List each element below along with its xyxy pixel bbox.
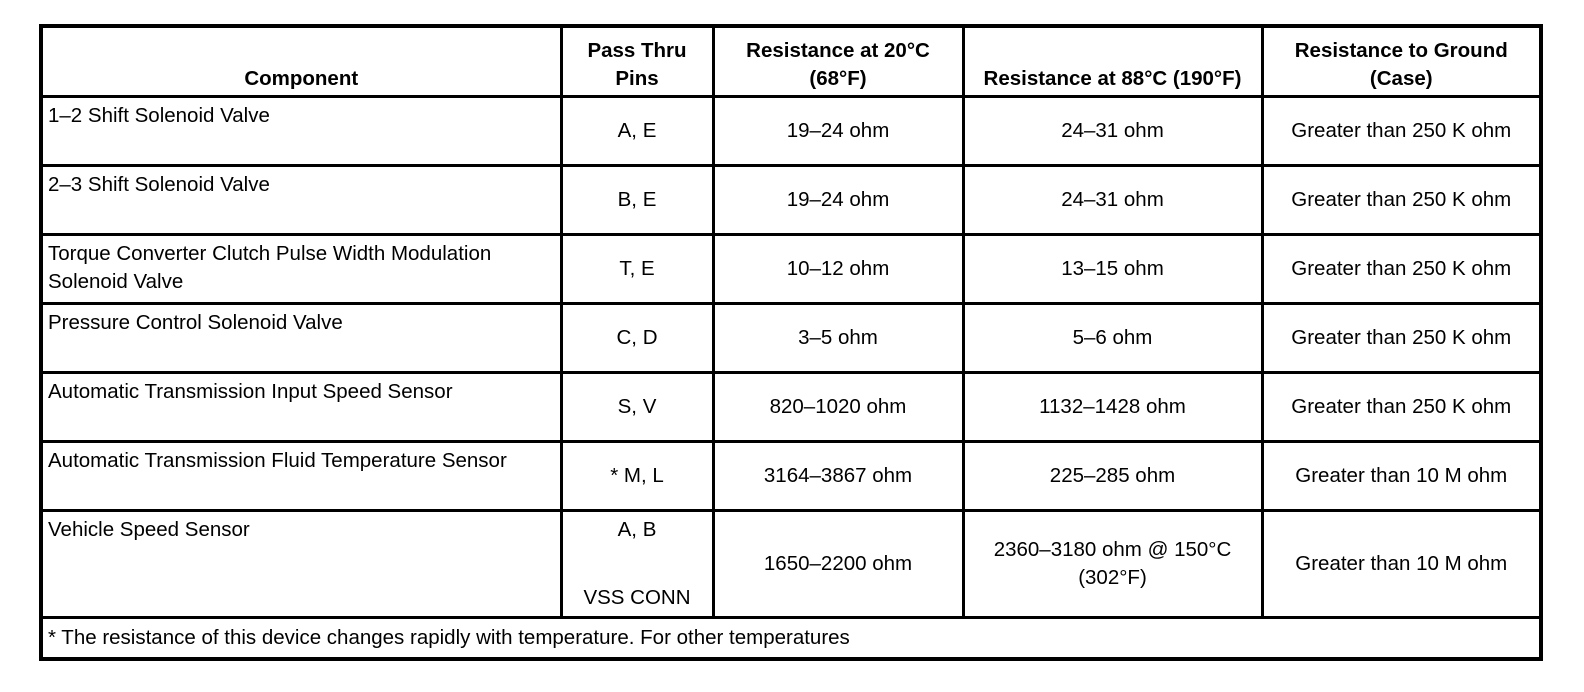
cell-r88: 24–31 ohm <box>961 94 1264 167</box>
cell-ground: Greater than 250 K ohm <box>1260 370 1543 443</box>
cell-r20: 3–5 ohm <box>711 301 965 374</box>
table-row: Pressure Control Solenoid Valve C, D 3–5… <box>39 301 1543 374</box>
cell-r20: 1650–2200 ohm <box>711 508 965 619</box>
cell-r20: 820–1020 ohm <box>711 370 965 443</box>
cell-r88: 1132–1428 ohm <box>961 370 1264 443</box>
cell-component: Pressure Control Solenoid Valve <box>39 301 563 374</box>
header-resistance-88c: Resistance at 88°C (190°F) <box>961 24 1264 98</box>
cell-pins: C, D <box>559 301 715 374</box>
cell-ground: Greater than 250 K ohm <box>1260 301 1543 374</box>
cell-ground: Greater than 250 K ohm <box>1260 163 1543 236</box>
pins-connector: VSS CONN <box>583 585 691 609</box>
cell-r20: 3164–3867 ohm <box>711 439 965 512</box>
cell-component: Vehicle Speed Sensor <box>39 508 563 619</box>
cell-pins: S, V <box>559 370 715 443</box>
cell-ground: Greater than 250 K ohm <box>1260 94 1543 167</box>
header-resistance-ground: Resistance to Ground (Case) <box>1260 24 1543 98</box>
cell-r88: 2360–3180 ohm @ 150°C (302°F) <box>961 508 1264 619</box>
cell-component: 1–2 Shift Solenoid Valve <box>39 94 563 167</box>
resistance-spec-table: Component Pass Thru Pins Resistance at 2… <box>39 24 1543 661</box>
header-resistance-20c: Resistance at 20°C (68°F) <box>711 24 965 98</box>
cell-component: Automatic Transmission Fluid Temperature… <box>39 439 563 512</box>
cell-r88: 225–285 ohm <box>961 439 1264 512</box>
cell-pins: A, E <box>559 94 715 167</box>
cell-ground: Greater than 250 K ohm <box>1260 232 1543 305</box>
cell-component: Automatic Transmission Input Speed Senso… <box>39 370 563 443</box>
cell-r88: 5–6 ohm <box>961 301 1264 374</box>
cell-r88: 13–15 ohm <box>961 232 1264 305</box>
table-row: Automatic Transmission Input Speed Senso… <box>39 370 1543 443</box>
pins-value: A, B <box>617 517 657 541</box>
cell-pins: T, E <box>559 232 715 305</box>
table-row: Automatic Transmission Fluid Temperature… <box>39 439 1543 512</box>
footnote-row: * The resistance of this device changes … <box>39 615 1543 661</box>
cell-ground: Greater than 10 M ohm <box>1260 439 1543 512</box>
header-row: Component Pass Thru Pins Resistance at 2… <box>39 24 1543 98</box>
cell-r20: 19–24 ohm <box>711 163 965 236</box>
table-row: 2–3 Shift Solenoid Valve B, E 19–24 ohm … <box>39 163 1543 236</box>
table-row: Vehicle Speed Sensor A, B VSS CONN 1650–… <box>39 508 1543 619</box>
cell-pins: A, B VSS CONN <box>559 508 715 619</box>
header-component: Component <box>39 24 563 98</box>
cell-ground: Greater than 10 M ohm <box>1260 508 1543 619</box>
cell-r88: 24–31 ohm <box>961 163 1264 236</box>
cell-pins: * M, L <box>559 439 715 512</box>
cell-r20: 10–12 ohm <box>711 232 965 305</box>
cell-pins: B, E <box>559 163 715 236</box>
table-row: 1–2 Shift Solenoid Valve A, E 19–24 ohm … <box>39 94 1543 167</box>
cell-component: Torque Converter Clutch Pulse Width Modu… <box>39 232 563 305</box>
cell-r20: 19–24 ohm <box>711 94 965 167</box>
table-row: Torque Converter Clutch Pulse Width Modu… <box>39 232 1543 305</box>
cell-component: 2–3 Shift Solenoid Valve <box>39 163 563 236</box>
header-pins: Pass Thru Pins <box>559 24 715 98</box>
footnote: * The resistance of this device changes … <box>39 615 1543 661</box>
